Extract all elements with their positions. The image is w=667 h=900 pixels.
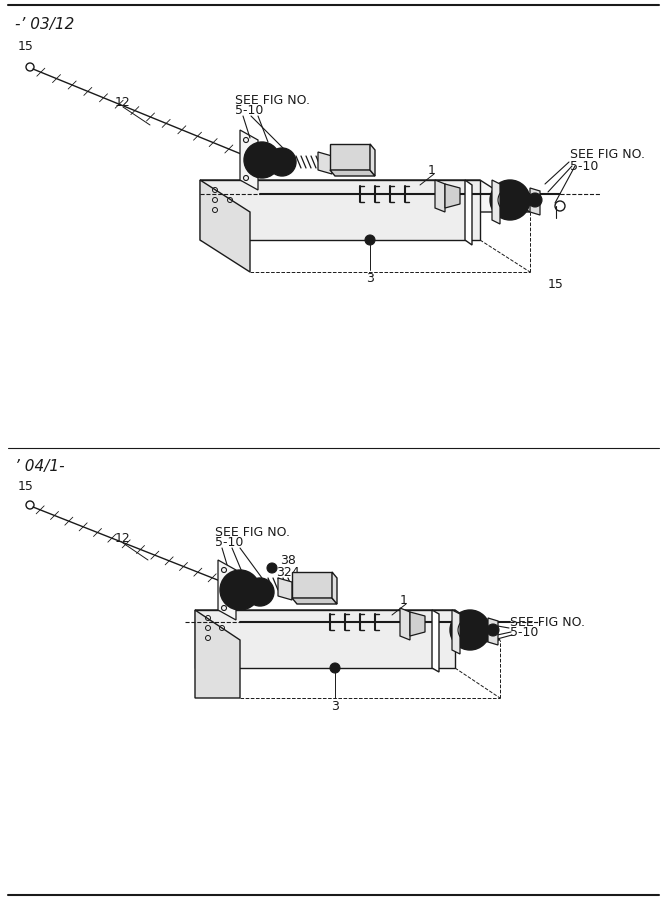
Polygon shape [200,180,250,272]
Text: 12: 12 [115,95,131,109]
Text: -’ 03/12: -’ 03/12 [15,17,75,32]
Text: 5-10: 5-10 [215,536,243,550]
Circle shape [267,563,277,573]
Text: 3: 3 [331,699,339,713]
Text: 5-10: 5-10 [235,104,263,118]
Text: 1: 1 [428,164,436,176]
Circle shape [220,570,260,610]
Polygon shape [400,608,410,640]
Polygon shape [492,180,500,224]
Text: ’ 04/1-: ’ 04/1- [15,460,65,474]
Text: 5-10: 5-10 [510,626,538,640]
Polygon shape [445,184,460,208]
Polygon shape [410,612,425,636]
Polygon shape [218,560,236,620]
Polygon shape [195,610,240,698]
Text: SEE FIG NO.: SEE FIG NO. [570,148,645,161]
Polygon shape [195,610,500,640]
Text: 15: 15 [18,480,34,492]
Polygon shape [465,180,472,245]
Polygon shape [432,610,439,672]
Polygon shape [332,572,337,604]
Circle shape [487,624,499,636]
Polygon shape [200,180,480,240]
Polygon shape [292,572,332,598]
Polygon shape [435,180,445,212]
Polygon shape [200,180,530,212]
Polygon shape [530,188,540,215]
Circle shape [244,142,280,178]
Polygon shape [278,578,292,600]
Polygon shape [452,610,460,654]
Text: 1: 1 [400,593,408,607]
Text: SEE FIG NO.: SEE FIG NO. [215,526,290,538]
Text: SEE FIG NO.: SEE FIG NO. [510,616,585,628]
Polygon shape [318,152,332,174]
Polygon shape [370,144,375,176]
Text: 5-10: 5-10 [570,159,598,173]
Polygon shape [330,144,370,170]
Text: 12: 12 [115,532,131,544]
Circle shape [330,663,340,673]
Text: SEE FIG NO.: SEE FIG NO. [235,94,310,106]
Polygon shape [240,130,258,190]
Circle shape [246,578,274,606]
Circle shape [268,148,296,176]
Text: 3: 3 [366,272,374,284]
Polygon shape [292,598,337,604]
Circle shape [528,193,542,207]
Circle shape [490,180,530,220]
Circle shape [450,610,490,650]
Polygon shape [488,618,498,645]
Polygon shape [195,610,455,668]
Text: 15: 15 [548,278,564,292]
Circle shape [365,235,375,245]
Polygon shape [330,170,375,176]
Text: 15: 15 [18,40,34,53]
Text: 324: 324 [276,565,299,579]
Text: 38: 38 [280,554,296,566]
